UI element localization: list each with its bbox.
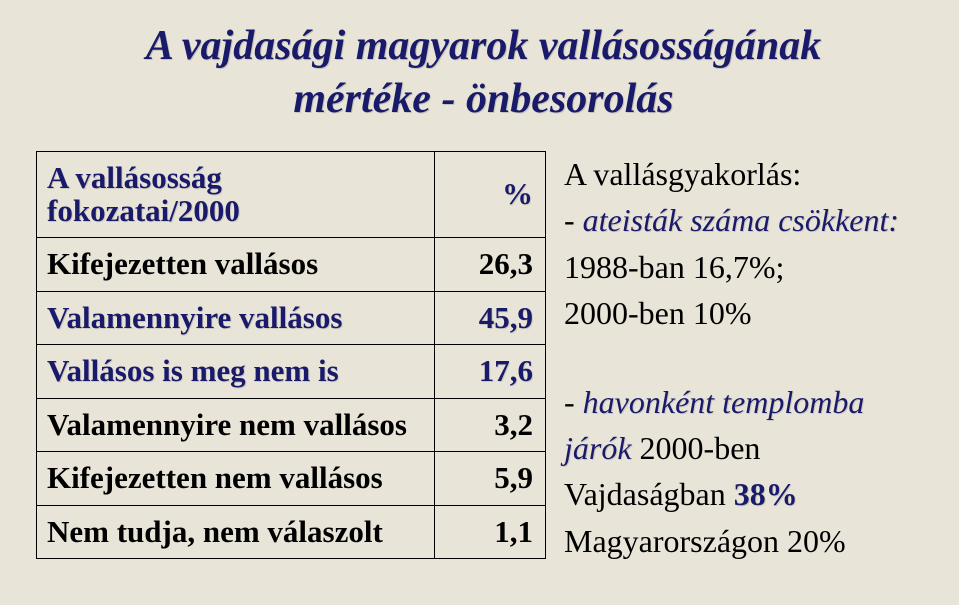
page-root: A vajdasági magyarok vallásosságának mér… xyxy=(0,0,959,605)
page-title: A vajdasági magyarok vallásosságának mér… xyxy=(36,20,931,125)
notes-line-7-pre: Vajdaságban xyxy=(564,476,734,512)
table-cell-value: 3,2 xyxy=(435,398,546,452)
content-row: A vallásosság fokozatai/2000%Kifejezette… xyxy=(36,151,931,564)
table-cell-value: % xyxy=(435,152,546,238)
notes-line-5: - havonként templomba xyxy=(564,379,931,425)
table-row: Kifejezetten nem vallásos5,9 xyxy=(37,452,546,506)
notes-line-6-rest: 2000-ben xyxy=(632,430,761,466)
notes-line-4: 2000-ben 10% xyxy=(564,290,931,336)
table-cell-value: 5,9 xyxy=(435,452,546,506)
notes-line-5-pre: - xyxy=(564,384,583,420)
notes-line-7-em: 38% xyxy=(734,476,798,512)
table-cell-label: Kifejezetten nem vallásos xyxy=(37,452,435,506)
table-cell-label: Nem tudja, nem válaszolt xyxy=(37,505,435,559)
table-cell-value: 45,9 xyxy=(435,291,546,345)
notes-line-3: 1988-ban 16,7%; xyxy=(564,244,931,290)
table-row: Kifejezetten vallásos26,3 xyxy=(37,238,546,292)
notes-line-5-em: havonként templomba xyxy=(583,384,865,420)
table-cell-label: Valamennyire nem vallásos xyxy=(37,398,435,452)
notes-line-1: A vallásgyakorlás: xyxy=(564,151,931,197)
notes-line-2: - ateisták száma csökkent: xyxy=(564,197,931,243)
notes-line-2-em: ateisták száma csökkent: xyxy=(583,202,899,238)
table-cell-label: Kifejezetten vallásos xyxy=(37,238,435,292)
table-container: A vallásosság fokozatai/2000%Kifejezette… xyxy=(36,151,546,559)
table-cell-value: 17,6 xyxy=(435,345,546,399)
notes-line-6: járók 2000-ben xyxy=(564,425,931,471)
religiosity-table: A vallásosság fokozatai/2000%Kifejezette… xyxy=(36,151,546,559)
table-row: Valamennyire vallásos45,9 xyxy=(37,291,546,345)
table-cell-label: Vallásos is meg nem is xyxy=(37,345,435,399)
table-row: Valamennyire nem vallásos3,2 xyxy=(37,398,546,452)
notes-block: A vallásgyakorlás: - ateisták száma csök… xyxy=(546,151,931,564)
notes-line-8: Magyarországon 20% xyxy=(564,518,931,564)
title-line-2: mértéke - önbesorolás xyxy=(293,76,673,122)
table-row: A vallásosság fokozatai/2000% xyxy=(37,152,546,238)
table-cell-label: Valamennyire vallásos xyxy=(37,291,435,345)
table-row: Vallásos is meg nem is17,6 xyxy=(37,345,546,399)
table-cell-value: 1,1 xyxy=(435,505,546,559)
title-line-1: A vajdasági magyarok vallásosságának xyxy=(146,23,822,69)
notes-block-2: - havonként templomba járók 2000-ben Vaj… xyxy=(564,379,931,565)
notes-line-6-em: járók xyxy=(564,430,632,466)
notes-line-7: Vajdaságban 38% xyxy=(564,471,931,517)
table-row: Nem tudja, nem válaszolt1,1 xyxy=(37,505,546,559)
notes-line-2-pre: - xyxy=(564,202,583,238)
table-cell-label: A vallásosság fokozatai/2000 xyxy=(37,152,435,238)
table-cell-value: 26,3 xyxy=(435,238,546,292)
